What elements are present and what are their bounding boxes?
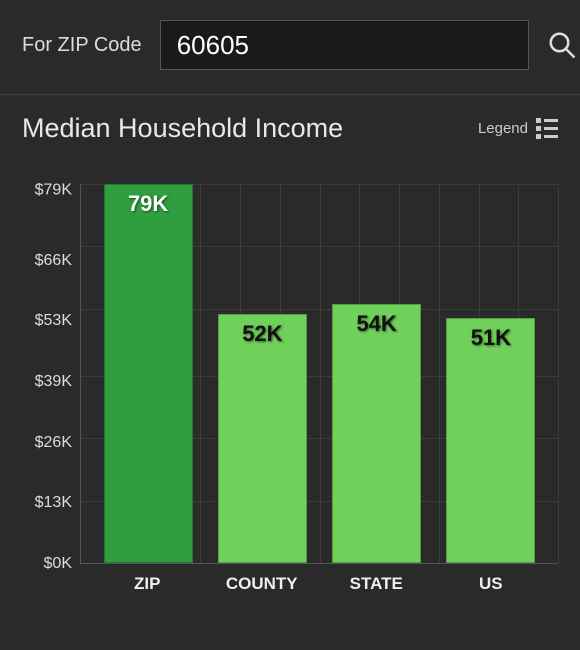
x-label: US [434, 574, 549, 594]
bar-wrap: 79K [91, 184, 205, 563]
x-axis: ZIPCOUNTYSTATEUS [80, 564, 558, 594]
bar-state[interactable]: 54K [332, 304, 421, 563]
plot-area: 79K 52K 54K 51K [80, 184, 558, 564]
bar-county[interactable]: 52K [218, 314, 307, 563]
bar-us[interactable]: 51K [446, 318, 535, 563]
bar-value-label: 52K [219, 321, 306, 347]
chart-title: Median Household Income [22, 113, 343, 144]
y-tick: $0K [44, 556, 72, 572]
search-bar: For ZIP Code [0, 0, 580, 95]
bar-value-label: 51K [447, 325, 534, 351]
y-tick: $39K [35, 374, 72, 390]
bar-value-label: 54K [333, 311, 420, 337]
y-tick: $53K [35, 313, 72, 329]
bar-wrap: 54K [320, 184, 434, 563]
bar-wrap: 51K [434, 184, 548, 563]
y-tick: $66K [35, 253, 72, 269]
legend-toggle[interactable]: Legend [478, 118, 558, 139]
bar-wrap: 52K [205, 184, 319, 563]
search-icon[interactable] [547, 28, 577, 62]
x-label: STATE [319, 574, 434, 594]
zip-input[interactable] [160, 20, 529, 70]
y-axis: $79K$66K$53K$39K$26K$13K$0K [22, 184, 80, 564]
x-label: ZIP [90, 574, 205, 594]
chart-area: $79K$66K$53K$39K$26K$13K$0K 79K52K54K51K [22, 184, 558, 564]
legend-label: Legend [478, 120, 528, 137]
y-tick: $26K [35, 435, 72, 451]
chart-panel: Median Household Income Legend $79K $66K $… [0, 95, 580, 614]
y-tick: $79K [35, 182, 72, 198]
bar-zip[interactable]: 79K [104, 184, 193, 563]
chart-header: Median Household Income Legend [22, 113, 558, 144]
legend-list-icon [536, 118, 558, 139]
x-label: COUNTY [205, 574, 320, 594]
bar-value-label: 79K [105, 191, 192, 217]
bars-container: 79K 52K 54K 51K [81, 184, 558, 563]
search-label: For ZIP Code [22, 34, 142, 57]
y-tick: $13K [35, 495, 72, 511]
